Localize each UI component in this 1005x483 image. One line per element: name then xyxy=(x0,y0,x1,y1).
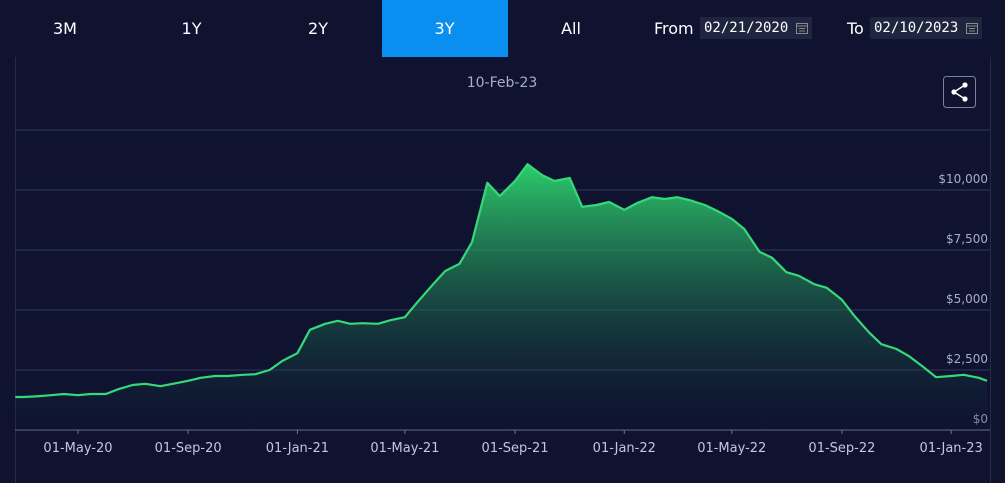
share-button[interactable] xyxy=(943,76,976,108)
x-tick-label: 01-Sep-20 xyxy=(155,441,222,456)
area-line xyxy=(15,163,988,399)
y-tick-label: $2,500 xyxy=(946,352,988,366)
calendar-icon xyxy=(966,23,979,34)
from-date: 02/21/2020 xyxy=(704,20,789,36)
to-label: To xyxy=(847,19,864,38)
x-tick-label: 01-Sep-21 xyxy=(482,441,549,456)
y-tick-label: $10,000 xyxy=(938,172,988,186)
chart-title: 10-Feb-23 xyxy=(467,75,538,91)
calendar-icon xyxy=(796,23,809,34)
y-tick-label: $5,000 xyxy=(946,292,988,306)
x-tick-label: 01-May-21 xyxy=(370,441,439,456)
from-label: From xyxy=(654,19,694,38)
range-tab[interactable]: All xyxy=(561,19,581,38)
to-date: 02/10/2023 xyxy=(874,20,959,36)
to-date-input[interactable]: 02/10/2023 xyxy=(870,17,983,39)
range-tab[interactable]: 3M xyxy=(53,19,77,38)
chart: 10-Feb-23 $0$2,500$5,000$7,500$10,00001-… xyxy=(15,57,991,483)
x-tick-label: 01-Jan-22 xyxy=(593,441,656,456)
from-date-input[interactable]: 02/21/2020 xyxy=(700,17,813,39)
range-tab[interactable]: 2Y xyxy=(308,19,328,38)
x-tick-label: 01-Jan-21 xyxy=(266,441,329,456)
range-bar: From 02/21/2020 To 02/10/2023 3M 1Y 2Y 3Y Al… xyxy=(0,0,1005,57)
area-fill xyxy=(15,164,988,430)
y-tick-label: $7,500 xyxy=(946,232,988,246)
x-tick-label: 01-Sep-22 xyxy=(808,441,875,456)
range-tab[interactable]: 3Y xyxy=(381,0,508,57)
x-tick-label: 01-May-22 xyxy=(697,441,766,456)
x-tick-label: 01-Jan-23 xyxy=(920,441,983,456)
range-tab[interactable]: 1Y xyxy=(181,19,202,38)
x-tick-label: 01-May-20 xyxy=(43,441,112,456)
